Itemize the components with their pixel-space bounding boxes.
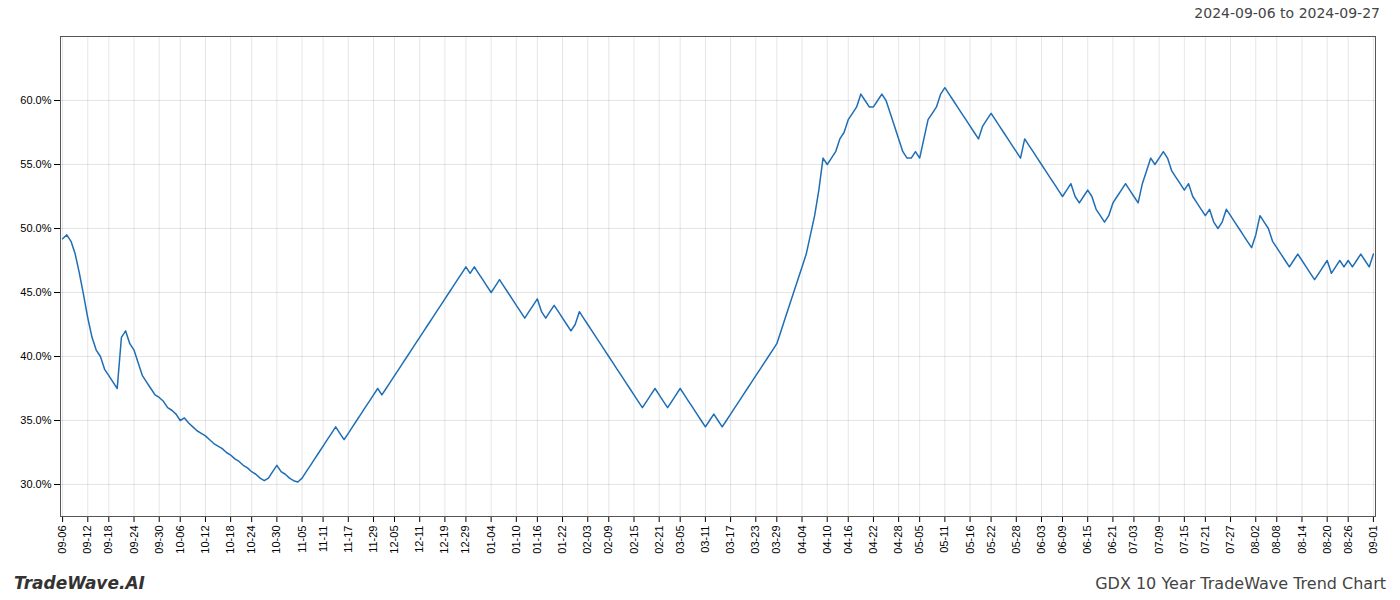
svg-text:02-15: 02-15	[627, 526, 639, 554]
svg-text:07-03: 07-03	[1127, 526, 1139, 554]
html-text:2024-09-06 to 2024-09-27: 2024-09-06 to 2024-09-27	[1194, 5, 1380, 21]
svg-text:07-21: 07-21	[1199, 526, 1211, 554]
svg-text:55.0%: 55.0%	[20, 158, 51, 170]
svg-text:07-15: 07-15	[1178, 526, 1190, 554]
svg-text:02-21: 02-21	[653, 526, 665, 554]
svg-text:04-22: 04-22	[867, 526, 879, 554]
svg-text:05-28: 05-28	[1010, 526, 1022, 554]
svg-text:10-12: 10-12	[199, 526, 211, 554]
svg-text:05-22: 05-22	[985, 526, 997, 554]
svg-text:01-22: 01-22	[556, 526, 568, 554]
svg-text:11-17: 11-17	[342, 526, 354, 553]
svg-text:06-21: 06-21	[1106, 526, 1118, 554]
svg-text:05-11: 05-11	[938, 526, 950, 553]
svg-text:08-02: 08-02	[1249, 526, 1261, 554]
svg-text:02-09: 02-09	[602, 526, 614, 554]
svg-text:09-18: 09-18	[102, 526, 114, 554]
svg-text:04-04: 04-04	[796, 526, 808, 554]
svg-text:11-11: 11-11	[317, 526, 329, 553]
svg-text:11-29: 11-29	[367, 526, 379, 553]
svg-text:07-27: 07-27	[1224, 526, 1236, 554]
svg-text:40.0%: 40.0%	[20, 350, 51, 362]
svg-text:12-29: 12-29	[459, 526, 471, 554]
svg-text:09-12: 09-12	[81, 526, 93, 554]
svg-text:35.0%: 35.0%	[20, 414, 51, 426]
svg-text:09-24: 09-24	[128, 526, 140, 554]
svg-text:09-01: 09-01	[1367, 526, 1379, 554]
svg-text:06-03: 06-03	[1035, 526, 1047, 554]
svg-text:06-15: 06-15	[1081, 526, 1093, 554]
svg-text:03-29: 03-29	[770, 526, 782, 554]
svg-text:01-10: 01-10	[510, 526, 522, 554]
svg-text:30.0%: 30.0%	[20, 478, 51, 490]
svg-text:03-05: 03-05	[674, 526, 686, 554]
svg-text:01-04: 01-04	[485, 526, 497, 554]
svg-text:60.0%: 60.0%	[20, 94, 51, 106]
svg-text:08-14: 08-14	[1295, 526, 1307, 554]
svg-text:07-09: 07-09	[1153, 526, 1165, 554]
svg-text:10-24: 10-24	[245, 526, 257, 554]
svg-text:08-20: 08-20	[1321, 526, 1333, 554]
svg-text:01-16: 01-16	[531, 526, 543, 554]
svg-text:03-17: 03-17	[724, 526, 736, 554]
svg-text:12-19: 12-19	[438, 526, 450, 554]
svg-text:06-09: 06-09	[1056, 526, 1068, 554]
svg-text:10-06: 10-06	[174, 526, 186, 554]
svg-text:50.0%: 50.0%	[20, 222, 51, 234]
html-text:GDX 10 Year TradeWave Trend Ch: GDX 10 Year TradeWave Trend Chart	[1095, 573, 1386, 593]
svg-text:03-11: 03-11	[699, 526, 711, 553]
svg-text:08-26: 08-26	[1342, 526, 1354, 554]
svg-text:04-10: 04-10	[821, 526, 833, 554]
svg-text:04-28: 04-28	[892, 526, 904, 554]
svg-text:02-03: 02-03	[581, 526, 593, 554]
svg-text:05-05: 05-05	[913, 526, 925, 554]
svg-text:45.0%: 45.0%	[20, 286, 51, 298]
svg-text:08-08: 08-08	[1270, 526, 1282, 554]
svg-text:05-16: 05-16	[964, 526, 976, 554]
svg-text:09-06: 09-06	[56, 526, 68, 554]
svg-text:12-11: 12-11	[413, 526, 425, 553]
svg-text:04-16: 04-16	[842, 526, 854, 554]
svg-text:03-23: 03-23	[749, 526, 761, 554]
svg-text:12-05: 12-05	[388, 526, 400, 554]
svg-text:10-30: 10-30	[270, 526, 282, 554]
html-text:TradeWave.AI: TradeWave.AI	[14, 573, 145, 593]
svg-text:10-18: 10-18	[224, 526, 236, 554]
svg-text:11-05: 11-05	[296, 526, 308, 553]
svg-text:09-30: 09-30	[153, 526, 165, 554]
